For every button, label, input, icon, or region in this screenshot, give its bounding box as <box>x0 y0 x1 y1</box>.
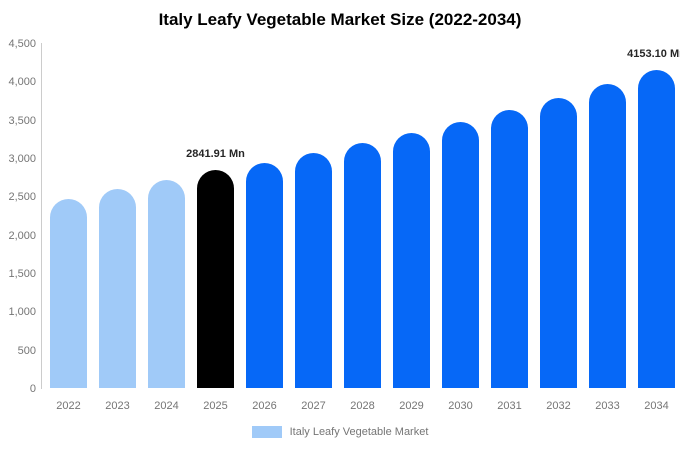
x-tick-label: 2023 <box>105 400 130 412</box>
y-tick-label: 2,500 <box>8 191 36 204</box>
x-tick-label: 2024 <box>154 400 179 412</box>
bar-2031[interactable] <box>491 110 528 388</box>
y-tick-label: 4,000 <box>8 76 36 89</box>
x-tick-label: 2026 <box>252 400 277 412</box>
x-tick-label: 2027 <box>301 400 326 412</box>
legend-swatch <box>251 426 282 438</box>
y-tick-label: 0 <box>29 383 36 395</box>
x-tick-label: 2032 <box>546 400 571 412</box>
bar-2023[interactable] <box>99 189 136 388</box>
y-axis-line <box>41 43 42 389</box>
bar-2032[interactable] <box>540 98 577 388</box>
bar-2033[interactable] <box>589 84 626 388</box>
x-tick-label: 2033 <box>595 400 620 412</box>
x-tick-label: 2025 <box>203 400 228 412</box>
chart-title: Italy Leafy Vegetable Market Size (2022-… <box>158 10 522 29</box>
legend-label: Italy Leafy Vegetable Market <box>289 426 429 438</box>
bar-2022[interactable] <box>50 198 87 388</box>
bar-2029[interactable] <box>393 132 430 388</box>
data-label-2025: 2841.91 Mn <box>186 148 245 161</box>
x-tick-label: 2028 <box>350 400 375 412</box>
legend-item[interactable]: Italy Leafy Vegetable Market <box>0 426 680 438</box>
data-label-2034: 4153.10 Mn <box>627 47 680 60</box>
bar-2026[interactable] <box>246 162 283 388</box>
bar-2027[interactable] <box>295 153 332 388</box>
x-tick-label: 2029 <box>399 400 424 412</box>
y-tick-label: 1,500 <box>8 268 36 280</box>
y-tick-label: 3,000 <box>8 153 36 165</box>
x-tick-label: 2030 <box>448 400 473 412</box>
x-tick-label: 2031 <box>497 400 522 412</box>
y-tick-label: 500 <box>17 344 36 357</box>
y-tick-label: 4,500 <box>8 38 36 50</box>
bar-2024[interactable] <box>148 180 185 388</box>
x-tick-label: 2022 <box>56 400 81 412</box>
x-tick-label: 2034 <box>644 400 669 412</box>
bar-2034[interactable] <box>638 69 675 388</box>
bar-2030[interactable] <box>442 121 479 388</box>
y-tick-label: 1,000 <box>8 306 36 319</box>
y-tick-label: 2,000 <box>8 229 36 242</box>
bar-2025[interactable] <box>197 170 234 388</box>
y-tick-label: 3,500 <box>8 114 36 127</box>
bar-2028[interactable] <box>344 143 381 388</box>
